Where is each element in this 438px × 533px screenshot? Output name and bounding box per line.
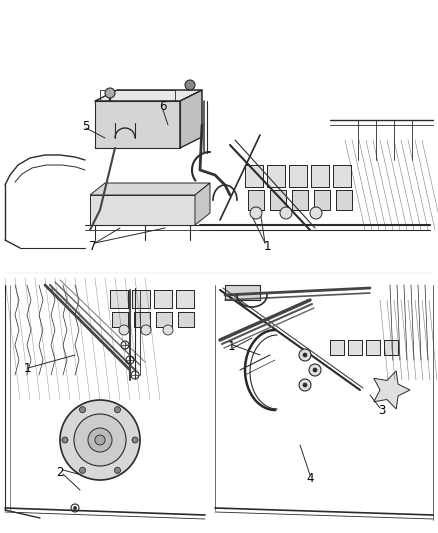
Polygon shape [95, 90, 202, 101]
Polygon shape [267, 165, 285, 187]
Text: 5: 5 [82, 119, 90, 133]
Circle shape [95, 435, 105, 445]
Polygon shape [156, 312, 172, 327]
Polygon shape [366, 340, 380, 355]
Polygon shape [314, 190, 330, 210]
Polygon shape [176, 290, 194, 308]
Circle shape [80, 407, 85, 413]
Circle shape [105, 88, 115, 98]
Text: 2: 2 [56, 466, 64, 480]
Polygon shape [95, 101, 180, 148]
Circle shape [299, 379, 311, 391]
Polygon shape [348, 340, 362, 355]
Polygon shape [374, 371, 410, 409]
Circle shape [132, 437, 138, 443]
Circle shape [303, 353, 307, 357]
Polygon shape [195, 183, 210, 225]
Circle shape [88, 428, 112, 452]
Circle shape [141, 325, 151, 335]
Polygon shape [90, 195, 195, 225]
Circle shape [74, 414, 126, 466]
Polygon shape [333, 165, 351, 187]
Polygon shape [110, 290, 128, 308]
Text: 1: 1 [227, 340, 235, 352]
Polygon shape [289, 165, 307, 187]
Polygon shape [248, 190, 264, 210]
Circle shape [114, 467, 120, 473]
Polygon shape [180, 90, 202, 148]
Circle shape [299, 349, 311, 361]
Circle shape [250, 207, 262, 219]
Polygon shape [154, 290, 172, 308]
Circle shape [119, 325, 129, 335]
Polygon shape [384, 340, 398, 355]
Circle shape [80, 467, 85, 473]
Circle shape [114, 407, 120, 413]
Circle shape [313, 368, 317, 372]
Polygon shape [245, 165, 263, 187]
Text: 1: 1 [23, 361, 31, 375]
Circle shape [310, 207, 322, 219]
Polygon shape [178, 312, 194, 327]
Circle shape [74, 506, 77, 510]
Circle shape [60, 400, 140, 480]
Text: 3: 3 [378, 403, 386, 416]
Circle shape [163, 325, 173, 335]
Polygon shape [311, 165, 329, 187]
Polygon shape [330, 340, 344, 355]
Polygon shape [90, 183, 210, 195]
Circle shape [303, 383, 307, 387]
Text: 4: 4 [306, 472, 314, 484]
Polygon shape [270, 190, 286, 210]
Text: 7: 7 [89, 239, 97, 253]
Circle shape [280, 207, 292, 219]
Circle shape [185, 80, 195, 90]
Circle shape [309, 364, 321, 376]
Polygon shape [292, 190, 308, 210]
Polygon shape [132, 290, 150, 308]
Circle shape [62, 437, 68, 443]
Polygon shape [225, 285, 260, 300]
Polygon shape [112, 312, 128, 327]
Polygon shape [134, 312, 150, 327]
Text: 6: 6 [159, 101, 167, 114]
Polygon shape [336, 190, 352, 210]
Text: 1: 1 [263, 239, 271, 253]
